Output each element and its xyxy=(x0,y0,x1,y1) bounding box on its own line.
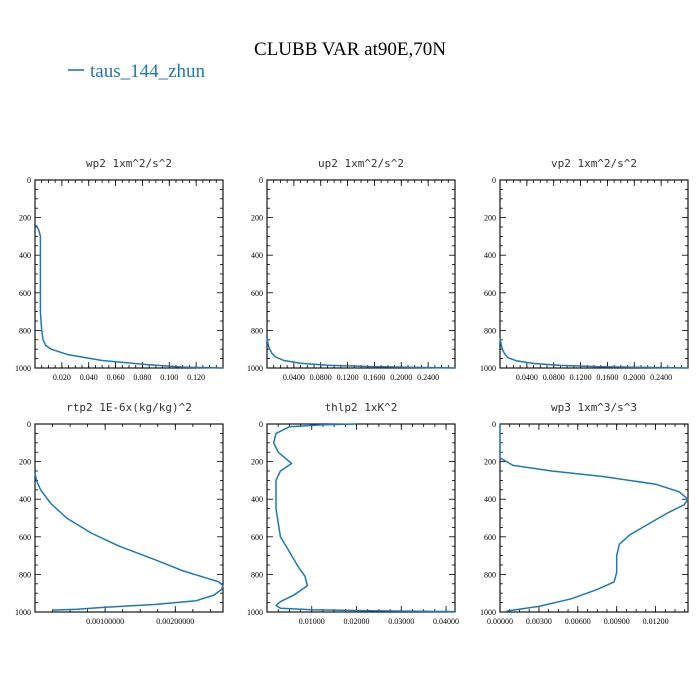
x-tick-label: 0.00100000 xyxy=(86,617,124,626)
x-tick-label: 0.00000 xyxy=(487,617,513,626)
subplot-2: up2 1xm^2/s^2 0 200 400 600 800 1000 0.0400 0.08… xyxy=(247,157,456,382)
x-tick-label: 0.2000 xyxy=(390,373,412,382)
y-tick-label: 400 xyxy=(251,495,263,504)
y-tick-label: 1000 xyxy=(247,364,263,373)
x-tick-label: 0.0800 xyxy=(543,373,565,382)
subplot-title: up2 1xm^2/s^2 xyxy=(318,157,404,170)
x-tick-label: 0.060 xyxy=(107,373,125,382)
x-tick-label: 0.0400 xyxy=(516,373,538,382)
x-tick-label: 0.2400 xyxy=(417,373,439,382)
legend: taus_144_zhun xyxy=(68,61,206,82)
x-tick-label: 0.020 xyxy=(53,373,71,382)
y-tick-label: 400 xyxy=(484,495,496,504)
x-tick-label: 0.00600 xyxy=(565,617,591,626)
x-tick-label: 0.00900 xyxy=(604,617,630,626)
subplot-1: wp2 1xm^2/s^2 0 200 400 600 800 1000 0.020 0.040… xyxy=(15,157,224,382)
series-line-taus-144-zhun xyxy=(499,424,689,612)
x-tick-label: 0.2400 xyxy=(650,373,672,382)
x-tick-label: 0.2000 xyxy=(623,373,645,382)
y-tick-label: 1000 xyxy=(15,608,31,617)
plot-frame xyxy=(266,423,456,613)
x-tick-label: 0.00300 xyxy=(526,617,552,626)
figure-title: CLUBB VAR at90E,70N xyxy=(254,39,446,60)
subplot-title: wp3 1xm^3/s^3 xyxy=(551,401,637,414)
x-tick-label: 0.1200 xyxy=(570,373,592,382)
y-tick-label: 0 xyxy=(27,420,31,429)
x-tick-label: 0.0800 xyxy=(310,373,332,382)
y-tick-label: 400 xyxy=(251,251,263,260)
panels-group: wp2 1xm^2/s^2 0 200 400 600 800 1000 0.020 0.040… xyxy=(15,157,689,626)
y-tick-label: 600 xyxy=(251,289,263,298)
y-tick-label: 200 xyxy=(19,458,31,467)
subplot-5: thlp2 1xK^2 0 200 400 600 800 1000 0.01000 0.020… xyxy=(247,401,459,626)
x-tick-label: 0.04000 xyxy=(433,617,459,626)
y-tick-label: 600 xyxy=(19,533,31,542)
plot-frame xyxy=(34,179,224,369)
x-tick-label: 0.100 xyxy=(160,373,178,382)
series-line-taus-144-zhun xyxy=(266,337,456,369)
series-line-taus-144-zhun xyxy=(499,337,689,369)
y-tick-label: 0 xyxy=(259,176,263,185)
subplot-title: wp2 1xm^2/s^2 xyxy=(86,157,172,170)
y-tick-label: 200 xyxy=(484,214,496,223)
subplot-title: rtp2 1E-6x(kg/kg)^2 xyxy=(66,401,192,414)
x-tick-label: 0.01000 xyxy=(299,617,325,626)
y-tick-label: 1000 xyxy=(15,364,31,373)
y-tick-label: 400 xyxy=(19,495,31,504)
y-tick-label: 800 xyxy=(251,326,263,335)
subplot-3: vp2 1xm^2/s^2 0 200 400 600 800 1000 0.0400 0.08… xyxy=(480,157,689,382)
y-tick-label: 200 xyxy=(251,458,263,467)
plot-frame xyxy=(34,423,224,613)
y-tick-label: 800 xyxy=(19,326,31,335)
x-tick-label: 0.01200 xyxy=(643,617,669,626)
y-tick-label: 800 xyxy=(251,570,263,579)
y-tick-label: 0 xyxy=(492,420,496,429)
y-tick-label: 0 xyxy=(492,176,496,185)
x-tick-label: 0.00200000 xyxy=(156,617,194,626)
y-tick-label: 600 xyxy=(251,533,263,542)
subplot-6: wp3 1xm^3/s^3 0 200 400 600 800 10000.00000 0.0… xyxy=(480,401,689,626)
y-tick-label: 400 xyxy=(19,251,31,260)
y-tick-label: 800 xyxy=(19,570,31,579)
x-tick-label: 0.1600 xyxy=(363,373,385,382)
y-tick-label: 800 xyxy=(484,326,496,335)
y-tick-label: 600 xyxy=(484,289,496,298)
subplot-4: rtp2 1E-6x(kg/kg)^2 0 200 400 600 800 1000 0.00… xyxy=(15,401,224,626)
y-tick-label: 800 xyxy=(484,570,496,579)
y-tick-label: 600 xyxy=(19,289,31,298)
y-tick-label: 1000 xyxy=(480,364,496,373)
x-tick-label: 0.02000 xyxy=(344,617,370,626)
y-tick-label: 1000 xyxy=(480,608,496,617)
subplot-title: vp2 1xm^2/s^2 xyxy=(551,157,637,170)
plot-frame xyxy=(499,179,689,369)
x-tick-label: 0.1600 xyxy=(596,373,618,382)
y-tick-label: 200 xyxy=(19,214,31,223)
y-tick-label: 0 xyxy=(27,176,31,185)
x-tick-label: 0.080 xyxy=(133,373,151,382)
x-tick-label: 0.03000 xyxy=(388,617,414,626)
x-tick-label: 0.040 xyxy=(80,373,98,382)
series-line-taus-144-zhun xyxy=(272,423,456,613)
y-tick-label: 200 xyxy=(484,458,496,467)
y-tick-label: 400 xyxy=(484,251,496,260)
y-tick-label: 200 xyxy=(251,214,263,223)
legend-label: taus_144_zhun xyxy=(90,61,206,82)
series-line-taus-144-zhun xyxy=(34,472,224,611)
x-tick-label: 0.0400 xyxy=(283,373,305,382)
series-line-taus-144-zhun xyxy=(35,224,224,369)
x-tick-label: 0.120 xyxy=(187,373,205,382)
y-tick-label: 0 xyxy=(259,420,263,429)
y-tick-label: 600 xyxy=(484,533,496,542)
plot-frame xyxy=(266,179,456,369)
x-tick-label: 0.1200 xyxy=(337,373,359,382)
y-tick-label: 1000 xyxy=(247,608,263,617)
subplot-title: thlp2 1xK^2 xyxy=(325,401,398,414)
